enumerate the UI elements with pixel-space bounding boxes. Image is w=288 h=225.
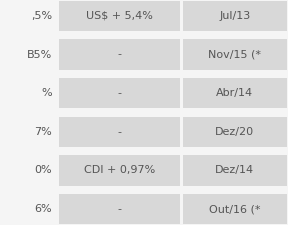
Text: CDI + 0,97%: CDI + 0,97% xyxy=(84,165,155,176)
Text: Dez/14: Dez/14 xyxy=(215,165,254,176)
Text: US$ + 5,4%: US$ + 5,4% xyxy=(86,11,153,21)
Bar xyxy=(183,117,287,147)
Bar xyxy=(59,155,180,186)
Text: ,5%: ,5% xyxy=(31,11,52,21)
Text: -: - xyxy=(118,204,122,214)
Text: Abr/14: Abr/14 xyxy=(216,88,253,98)
Text: -: - xyxy=(118,127,122,137)
Text: -: - xyxy=(118,88,122,98)
Text: Dez/20: Dez/20 xyxy=(215,127,254,137)
Bar xyxy=(183,155,287,186)
Bar xyxy=(183,39,287,70)
Text: 6%: 6% xyxy=(34,204,52,214)
Bar xyxy=(183,1,287,31)
Text: Jul/13: Jul/13 xyxy=(219,11,250,21)
Bar xyxy=(183,194,287,224)
Bar xyxy=(59,194,180,224)
Text: B5%: B5% xyxy=(26,50,52,60)
Bar xyxy=(59,117,180,147)
Bar xyxy=(183,78,287,108)
Bar xyxy=(59,1,180,31)
Text: 0%: 0% xyxy=(34,165,52,176)
Bar xyxy=(59,78,180,108)
Text: 7%: 7% xyxy=(34,127,52,137)
Bar xyxy=(59,39,180,70)
Text: Out/16 (*: Out/16 (* xyxy=(209,204,260,214)
Text: Nov/15 (*: Nov/15 (* xyxy=(208,50,261,60)
Text: %: % xyxy=(41,88,52,98)
Text: -: - xyxy=(118,50,122,60)
